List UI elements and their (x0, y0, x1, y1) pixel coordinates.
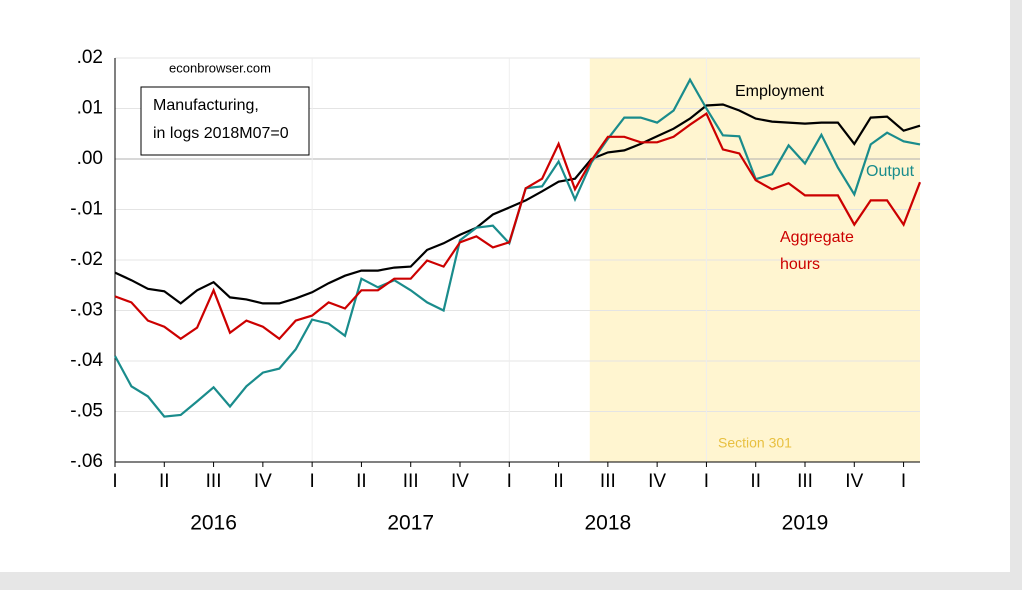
note-text: Manufacturing, (153, 97, 259, 114)
series-label: Output (866, 163, 915, 180)
series-line (114, 103, 921, 305)
shade-label: Section 301 (718, 435, 792, 451)
x-tick-label: IV (254, 471, 272, 492)
y-tick-label: -.03 (70, 300, 103, 321)
series-label: Aggregate hours (780, 229, 854, 273)
x-tick-label: II (159, 471, 170, 492)
x-tick-label: III (600, 471, 616, 492)
x-tick-label: IV (648, 471, 666, 492)
y-tick-label: -.05 (70, 401, 103, 422)
x-tick-label: IV (451, 471, 469, 492)
x-tick-label: IV (845, 471, 863, 492)
series-line (114, 111, 922, 341)
note-text: in logs 2018M07=0 (153, 125, 289, 142)
note-box (140, 86, 310, 156)
x-tick-label: II (356, 471, 367, 492)
x-tick-label: II (553, 471, 564, 492)
year-label: 2017 (387, 512, 434, 535)
x-tick-label: I (901, 471, 906, 492)
x-tick-label: III (403, 471, 419, 492)
y-tick-label: -.06 (70, 451, 103, 472)
x-tick-label: III (206, 471, 222, 492)
series-label: Employment (735, 83, 824, 100)
x-tick-label: II (750, 471, 761, 492)
x-tick-label: I (310, 471, 315, 492)
y-tick-label: -.01 (70, 199, 103, 220)
x-tick-label: I (112, 471, 117, 492)
y-tick-label: .00 (77, 148, 103, 169)
year-label: 2016 (190, 512, 237, 535)
year-label: 2018 (584, 512, 631, 535)
y-tick-label: .01 (77, 98, 103, 119)
y-tick-label: .02 (77, 47, 103, 68)
source-label: econbrowser.com (169, 60, 271, 75)
x-tick-label: I (704, 471, 709, 492)
x-tick-label: I (507, 471, 512, 492)
year-label: 2019 (782, 512, 829, 535)
y-tick-label: -.04 (70, 350, 103, 371)
x-tick-label: III (797, 471, 813, 492)
y-tick-label: -.02 (70, 249, 103, 270)
